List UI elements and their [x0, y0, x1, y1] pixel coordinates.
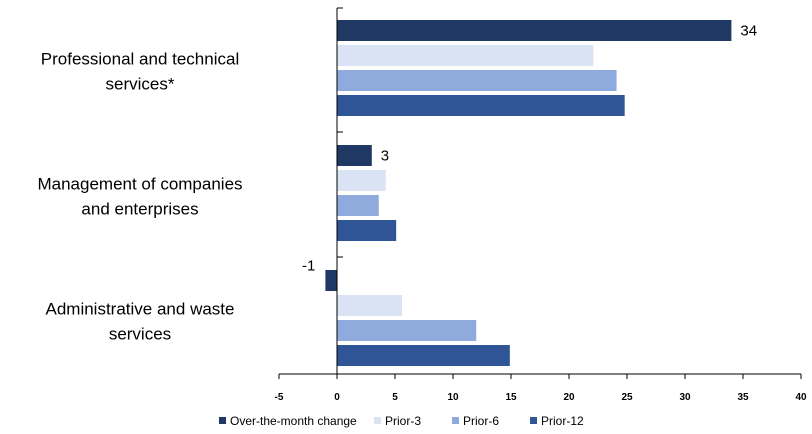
x-tick-label: 10 [447, 392, 459, 403]
legend-swatch [452, 417, 459, 424]
x-tick-label: 40 [795, 392, 807, 403]
bar-prior-6-2 [337, 320, 477, 341]
bar-over-the-month-change-0 [337, 20, 732, 41]
axes-group: -5 0 5 10 15 20 25 30 35 40 [275, 7, 807, 403]
x-tick-label: 15 [505, 392, 517, 403]
bar-over-the-month-change-2 [325, 270, 337, 291]
x-tick-label: 0 [334, 392, 340, 403]
bar-prior-3-1 [337, 170, 386, 191]
legend-label: Prior-6 [463, 414, 499, 428]
bars-group: 34 3 -1 [302, 20, 757, 366]
bar-prior-12-1 [337, 220, 397, 241]
bar-prior-12-2 [337, 345, 510, 366]
x-tick-label: 30 [679, 392, 691, 403]
legend: Over-the-month change Prior-3 Prior-6 Prior… [219, 414, 584, 428]
x-tick-label: 5 [392, 392, 398, 403]
legend-label: Prior-12 [541, 414, 584, 428]
bar-prior-3-2 [337, 295, 402, 316]
bar-prior-3-0 [337, 45, 594, 66]
x-tick-label: -5 [275, 392, 284, 403]
data-label: 34 [740, 23, 757, 40]
category-label: Management of companies and enterprises [37, 175, 242, 219]
legend-swatch [530, 417, 537, 424]
bar-over-the-month-change-1 [337, 145, 372, 166]
legend-label: Over-the-month change [230, 414, 357, 428]
category-label: Professional and technical services* [41, 50, 239, 94]
x-tick-label: 20 [563, 392, 575, 403]
legend-swatch [219, 417, 226, 424]
bar-prior-6-1 [337, 195, 379, 216]
data-label: -1 [302, 258, 315, 275]
bar-prior-12-0 [337, 95, 625, 116]
x-tick-label: 35 [737, 392, 749, 403]
legend-swatch [374, 417, 381, 424]
category-labels: Professional and technical services* Manag… [37, 50, 242, 344]
category-label: Administrative and waste services [46, 300, 235, 344]
data-label: 3 [381, 148, 389, 165]
legend-label: Prior-3 [385, 414, 421, 428]
bar-prior-6-0 [337, 70, 617, 91]
x-tick-label: 25 [621, 392, 633, 403]
